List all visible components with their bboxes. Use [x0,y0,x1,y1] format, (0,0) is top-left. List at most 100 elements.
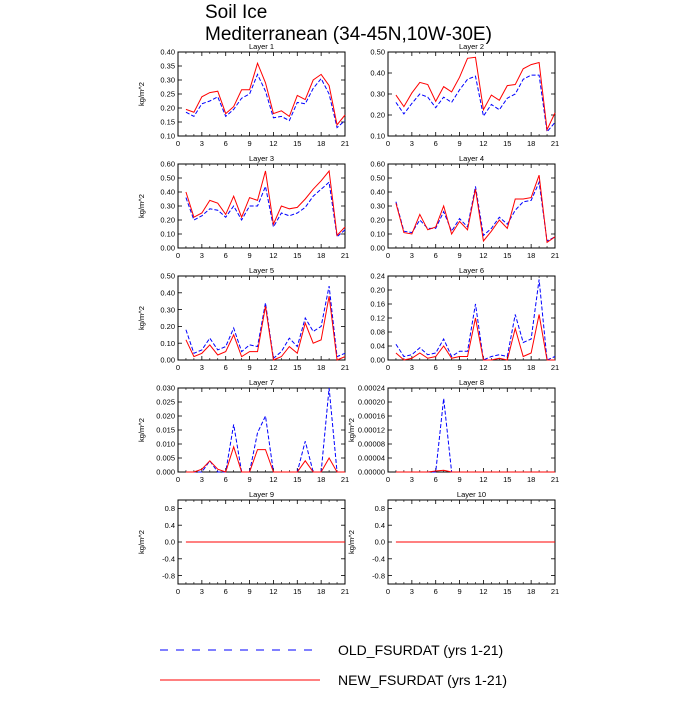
y-axis-label: kg/m^2 [347,418,356,442]
x-tick-label: 21 [551,587,559,596]
x-tick-label: 15 [503,587,511,596]
x-tick-label: 21 [551,139,559,148]
x-tick-label: 18 [527,587,535,596]
y-tick-label: 0.20 [370,286,385,295]
y-tick-label: 0.20 [370,216,385,225]
x-tick-label: 21 [551,363,559,372]
y-tick-label: 0.0 [375,538,385,547]
panel-5: Layer 5 kg/m^2 0 3 6 9 12 15 18 21 0.00 0.10 0.20 0.3… [137,266,349,372]
x-tick-label: 12 [479,251,487,260]
y-tick-label: 0.50 [160,272,175,281]
x-tick-label: 9 [247,587,251,596]
x-tick-label: 18 [317,139,325,148]
x-tick-label: 12 [479,475,487,484]
series-line-old [185,181,346,238]
y-tick-label: 0.04 [370,342,385,351]
panel-6: Layer 6 0 3 6 9 12 15 18 21 0.00 0.04 0.08 0.12 0.16 0… [370,266,559,372]
panel-7: Layer 7 kg/m^2 0 3 6 9 12 15 18 21 0.000 0.005 0.010… [137,378,349,484]
panel-grid: Layer 1 kg/m^2 0 3 6 9 12 15 18 21 0.10 0.15 0.20 0.2… [137,42,559,596]
y-tick-label: 0.00020 [358,398,385,407]
x-tick-label: 12 [479,139,487,148]
y-tick-label: 0.12 [370,314,385,323]
x-tick-label: 18 [527,139,535,148]
x-tick-label: 0 [386,251,390,260]
series-line-old [185,387,345,473]
panel-frame [177,163,346,249]
x-tick-label: 6 [224,587,228,596]
x-tick-label: 9 [457,139,461,148]
x-tick-label: 18 [317,475,325,484]
y-tick-label: 0.10 [370,132,385,141]
panel-2: Layer 2 0 3 6 9 12 15 18 21 0.10 0.20 0.30 0.40 0.50 [370,42,559,148]
y-tick-label: 0.20 [160,104,175,113]
x-tick-label: 3 [200,251,204,260]
panel-frame [177,51,346,137]
panel-4: Layer 4 0 3 6 9 12 15 18 21 0.00 0.10 0.20 0.30 0.40 0… [370,154,559,260]
series-line-new [185,169,346,237]
y-axis-label: kg/m^2 [137,530,146,554]
x-tick-label: 0 [176,587,180,596]
panel-frame [387,163,556,249]
y-tick-label: 0.40 [160,48,175,57]
y-tick-label: 0.4 [375,521,385,530]
series-line-new [395,56,556,132]
y-tick-label: 0.50 [370,174,385,183]
x-tick-label: 6 [434,363,438,372]
y-tick-label: 0.30 [370,202,385,211]
y-tick-label: 0.35 [160,62,175,71]
x-tick-label: 9 [457,475,461,484]
x-tick-label: 6 [434,139,438,148]
x-tick-label: 12 [269,363,277,372]
x-tick-label: 0 [176,251,180,260]
x-tick-label: 3 [410,475,414,484]
panel-title: Layer 1 [249,42,274,51]
panel-frame [387,387,556,473]
x-tick-label: 15 [293,139,301,148]
y-tick-label: 0.30 [160,202,175,211]
x-tick-label: 15 [503,139,511,148]
y-tick-label: 0.00 [370,356,385,365]
panel-title: Layer 2 [459,42,484,51]
y-tick-label: 0.40 [370,188,385,197]
x-tick-label: 9 [457,363,461,372]
x-tick-label: 15 [503,251,511,260]
y-tick-label: 0.005 [156,454,175,463]
y-tick-label: 0.15 [160,118,175,127]
y-axis-label: kg/m^2 [137,82,146,106]
x-tick-label: 3 [410,251,414,260]
y-tick-label: 0.00024 [358,384,385,393]
y-tick-label: 0.00016 [358,412,385,421]
panel-frame [177,275,346,361]
x-tick-label: 6 [434,251,438,260]
x-tick-label: 21 [341,251,349,260]
y-tick-label: -0.4 [372,555,385,564]
panel-8: Layer 8 kg/m^2 0 3 6 9 12 15 18 21 0.00000 0.00004 0… [347,378,559,484]
x-tick-label: 18 [527,251,535,260]
x-tick-label: 9 [247,251,251,260]
y-tick-label: 0.4 [165,521,175,530]
series-line-new [185,445,345,473]
x-tick-label: 15 [293,363,301,372]
x-tick-label: 15 [503,475,511,484]
y-tick-label: 0.50 [160,174,175,183]
panel-frame [177,387,346,473]
y-tick-label: 0.00000 [358,468,385,477]
series-line-new [395,469,555,473]
panel-3: Layer 3 kg/m^2 0 3 6 9 12 15 18 21 0.00 0.10 0.20 0.3… [137,154,349,260]
y-tick-label: 0.10 [160,230,175,239]
y-tick-label: 0.00012 [358,426,385,435]
y-tick-label: 0.24 [370,272,385,281]
y-tick-label: 0.0 [165,538,175,547]
y-tick-label: 0.60 [160,160,175,169]
y-tick-label: 0.40 [160,188,175,197]
x-tick-label: 6 [434,475,438,484]
y-tick-label: -0.4 [162,555,175,564]
y-tick-label: 0.40 [160,289,175,298]
panel-title: Layer 6 [459,266,484,275]
y-tick-label: 0.8 [165,504,175,513]
y-tick-label: 0.00008 [358,440,385,449]
y-tick-label: 0.40 [370,69,385,78]
x-tick-label: 21 [551,251,559,260]
x-tick-label: 12 [269,587,277,596]
